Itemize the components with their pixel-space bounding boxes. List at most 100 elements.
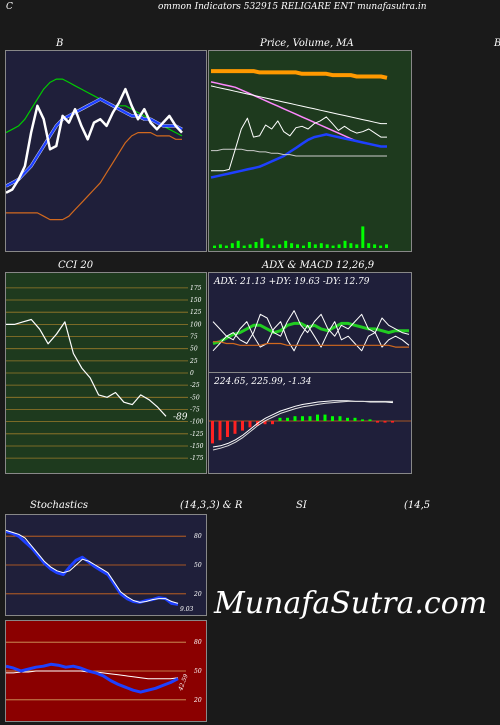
volume-bar [230,243,234,248]
volume-bar [213,245,216,248]
cci-tick-label: -100 [190,419,204,426]
label-stoch: Stochastics [30,500,88,511]
cci-tick-label: 150 [190,297,202,304]
volume-bar [278,244,282,248]
bb-series-1 [6,97,183,188]
adx-chart-panel: ADX: 21.13 +DY: 19.63 -DY: 12.79 [208,272,412,374]
volume-bar [248,244,252,248]
macd-series-0 [212,400,394,448]
volume-bar [236,240,240,248]
cci-chart-panel: 175 150 125 100 75 50 25 0 -25 -50 -75 -100 -125 -150… [5,272,207,474]
stoch-last-value: 9.03 [180,606,194,613]
macd-histogram-bar [286,417,289,421]
adx-readout: ADX: 21.13 +DY: 19.63 -DY: 12.79 [214,277,370,287]
macd-histogram-bar [271,421,274,425]
volume-bar [355,244,359,248]
rsi-tick-label: 80 [194,639,202,646]
price-series-2 [210,85,387,125]
label-rsi-params: (14,5 [404,500,431,511]
cci-tick-label: -175 [190,455,204,462]
adx-series-1 [212,310,410,352]
price-series-0 [211,69,388,80]
stoch-chart-panel: 80 50 20 9.03 [5,514,207,616]
bb-series-3 [6,87,183,194]
cci-tick-label: -150 [190,443,204,450]
macd-histogram-bar [331,416,334,421]
header-title: ommon Indicators 532915 RELIGARE ENT mun… [158,2,427,12]
macd-histogram-bar [241,421,244,431]
volume-bar [302,245,305,248]
macd-histogram-bar [301,416,304,421]
cci-tick-label: 25 [189,358,198,365]
volume-bar [313,244,317,248]
volume-bar [379,245,383,248]
volume-bar [254,242,258,248]
macd-histogram-bar [391,421,394,423]
cci-tick-label: -25 [190,382,200,389]
macd-histogram-bar [218,421,222,441]
price-chart-panel [208,50,412,252]
volume-bar [325,244,329,248]
cci-tick-label: 50 [190,346,198,353]
macd-chart-panel: 224.65, 225.99, -1.34 [208,372,412,474]
price-series-3 [210,133,387,179]
volume-bar [272,245,276,248]
label-rsi: SI [296,500,307,511]
stoch-d-line [6,529,179,604]
macd-histogram-bar [293,416,297,421]
cci-chart: 175 150 125 100 75 50 25 0 -25 -50 -75 -100 -125 -150… [6,285,204,462]
adx-series-2 [212,321,410,352]
label-stoch-params: (14,3,3) & R [180,500,243,511]
cci-tick-label: -75 [190,406,200,413]
volume-bar [242,245,246,248]
price-series-5 [211,116,387,172]
volume-bar [349,243,353,248]
rsi-last-value: 42.59 [177,673,190,693]
volume-bar [266,244,270,248]
macd-histogram-bar [376,421,379,423]
macd-histogram-bar [338,416,342,421]
header-left-letter: C [6,2,13,12]
volume-bar [218,244,222,248]
macd-histogram-bar [211,421,214,444]
macd-histogram-bar [308,416,312,421]
volume-bar [224,245,228,248]
rsi-chart-panel: 80 50 20 42.59 [5,620,207,722]
volume-bar [307,242,311,248]
label-price-right: B [494,38,500,49]
price-series-4 [211,148,387,157]
volume-bar [385,244,388,248]
cci-tick-label: 175 [190,285,202,292]
adx-series-3 [213,341,409,348]
cci-last-value: -89 [173,412,188,422]
macd-histogram-bar [323,414,327,421]
volume-bar [260,238,264,248]
macd-chart [209,400,411,451]
label-cci: CCI 20 [58,260,94,271]
volume-bar [373,244,377,248]
cci-tick-label: -50 [190,394,200,401]
cci-line [6,318,167,417]
macd-histogram-bar [263,421,267,425]
volume-bar [284,240,288,248]
watermark: MunafaSutra.com [214,586,488,621]
bb-series-underlay [6,97,183,188]
volume-bar [337,244,341,248]
volume-bar [319,243,323,248]
macd-histogram-bar [346,417,349,421]
volume-bar [296,244,299,248]
rsi-line [6,662,179,694]
volume-bar [367,243,371,248]
bb-chart-panel [5,50,207,252]
label-adx-macd: ADX & MACD 12,26,9 [262,260,375,271]
macd-histogram-bar [316,414,319,421]
volume-bar [343,240,347,248]
volume-bar [290,243,294,248]
macd-histogram-bar [361,419,364,421]
macd-histogram-bar [226,421,229,437]
cci-tick-label: 100 [190,321,202,328]
macd-histogram-bar [233,421,237,434]
cci-tick-label: 75 [190,334,198,341]
rsi-tick-label: 20 [193,697,202,704]
